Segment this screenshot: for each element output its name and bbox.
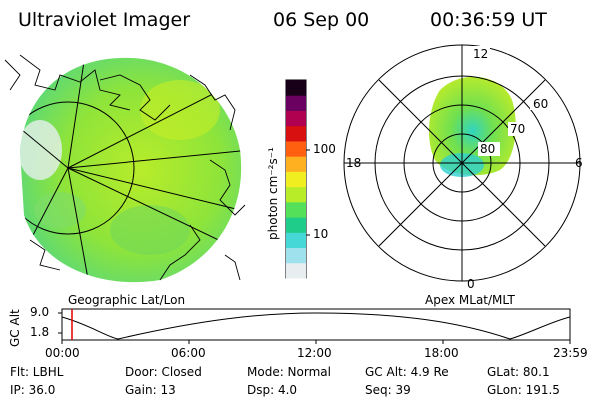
polar-plot	[343, 44, 581, 282]
colorbar-segment	[286, 125, 306, 142]
info-ip: IP: 36.0	[10, 383, 56, 397]
colorbar-segment	[286, 232, 306, 249]
coastlines	[4, 54, 246, 281]
colorbar-segment	[286, 95, 306, 111]
colorbar-segment	[286, 80, 306, 96]
colorbar	[285, 79, 310, 279]
time-label: 00:36:59 UT	[430, 9, 547, 31]
info-mode: Mode: Normal	[247, 365, 331, 379]
info-glon: GLon: 191.5	[487, 383, 560, 397]
altitude-curve	[61, 312, 571, 340]
timeline-ytick-top: 9.0	[30, 305, 50, 319]
info-door: Door: Closed	[125, 365, 202, 379]
timeline-xtick-2359: 23:59	[553, 346, 588, 360]
mlt-label-0: 0	[467, 277, 475, 291]
colorbar-segment	[286, 186, 306, 203]
info-flt: Flt: LBHL	[10, 365, 64, 379]
lat-label-80: 80	[480, 142, 496, 156]
altitude-timeline	[58, 308, 571, 344]
info-dsp: Dsp: 4.0	[247, 383, 298, 397]
colorbar-tick-100: 100	[313, 142, 336, 156]
colorbar-tick-10: 10	[313, 227, 329, 241]
timeline-ytick-bottom: 1.8	[30, 325, 50, 339]
colorbar-segment	[286, 217, 306, 233]
mlt-label-12: 12	[473, 47, 489, 61]
lat-label-60: 60	[533, 97, 549, 111]
instrument-title: Ultraviolet Imager	[18, 9, 191, 31]
mlt-label-18: 18	[346, 156, 362, 170]
geographic-globe	[4, 54, 246, 283]
colorbar-segments	[286, 80, 306, 279]
timeline-xtick-0600: 06:00	[171, 346, 206, 360]
colorbar-segment	[286, 247, 306, 264]
colorbar-segment	[286, 171, 306, 188]
colorbar-segment	[286, 110, 306, 127]
timeline-xtick-1200: 12:00	[297, 346, 332, 360]
colorbar-segment	[286, 140, 306, 157]
colorbar-segment	[286, 156, 306, 172]
mlt-label-6: 6	[575, 156, 583, 170]
info-glat: GLat: 80.1	[487, 365, 550, 379]
colorbar-segment	[286, 201, 306, 218]
info-gain: Gain: 13	[125, 383, 176, 397]
lat-label-70: 70	[510, 122, 526, 136]
timeline-xtick-0000: 00:00	[45, 346, 80, 360]
info-seq: Seq: 39	[365, 383, 411, 397]
date-label: 06 Sep 00	[273, 9, 370, 31]
geographic-panel-label: Geographic Lat/Lon	[68, 293, 186, 307]
info-gc-alt: GC Alt: 4.9 Re	[365, 365, 449, 379]
polar-panel-label: Apex MLat/MLT	[425, 293, 515, 307]
timeline-xtick-1800: 18:00	[424, 346, 459, 360]
timeline-ylabel: GC Alt	[8, 309, 22, 347]
colorbar-segment	[286, 262, 306, 279]
colorbar-unit-label: photon cm⁻²s⁻¹	[266, 147, 280, 240]
